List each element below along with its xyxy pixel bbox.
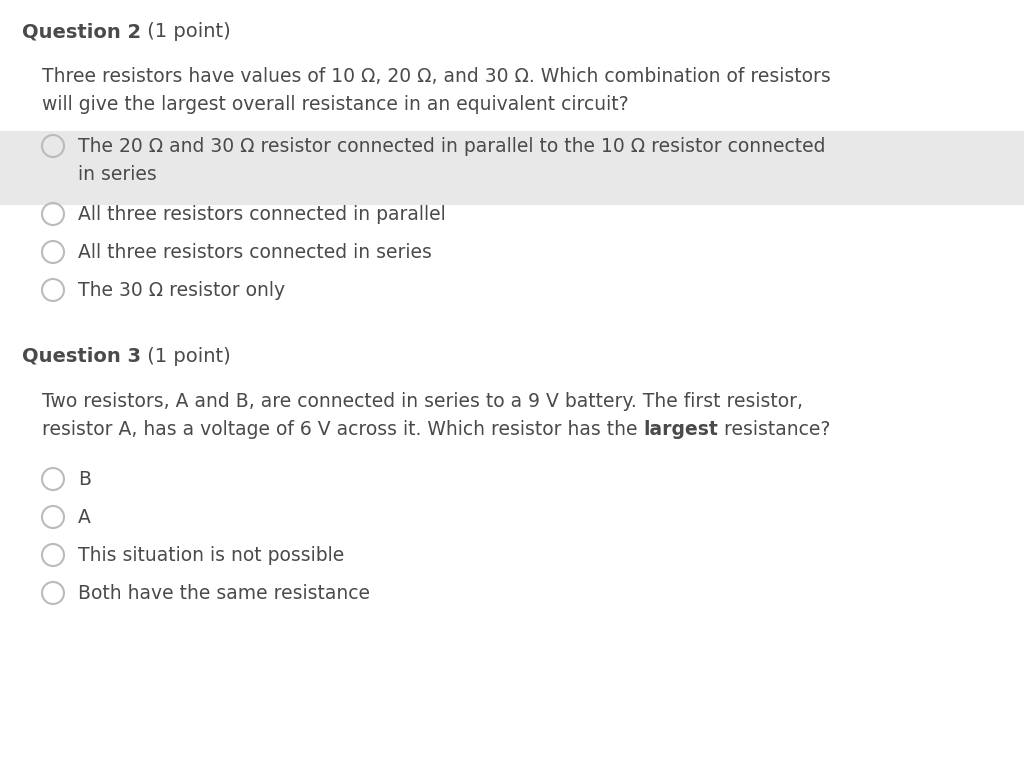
Text: Two resistors, A and B, are connected in series to a 9 V battery. The first resi: Two resistors, A and B, are connected in… xyxy=(42,392,803,411)
Text: Question 2: Question 2 xyxy=(22,22,141,41)
Text: (1 point): (1 point) xyxy=(141,22,230,41)
Text: resistance?: resistance? xyxy=(718,420,830,439)
Text: All three resistors connected in parallel: All three resistors connected in paralle… xyxy=(78,205,445,224)
Text: All three resistors connected in series: All three resistors connected in series xyxy=(78,243,432,262)
Text: (1 point): (1 point) xyxy=(141,347,230,366)
FancyBboxPatch shape xyxy=(0,131,1024,205)
Text: Question 3: Question 3 xyxy=(22,347,141,366)
Text: resistor A, has a voltage of 6 V across it. Which resistor has the: resistor A, has a voltage of 6 V across … xyxy=(42,420,643,439)
Text: in series: in series xyxy=(78,165,157,184)
Text: B: B xyxy=(78,470,91,489)
Text: This situation is not possible: This situation is not possible xyxy=(78,546,344,565)
Text: The 30 Ω resistor only: The 30 Ω resistor only xyxy=(78,281,285,300)
Text: will give the largest overall resistance in an equivalent circuit?: will give the largest overall resistance… xyxy=(42,95,629,114)
Text: largest: largest xyxy=(643,420,718,439)
Text: Both have the same resistance: Both have the same resistance xyxy=(78,584,370,603)
Text: Three resistors have values of 10 Ω, 20 Ω, and 30 Ω. Which combination of resist: Three resistors have values of 10 Ω, 20 … xyxy=(42,67,830,86)
Text: The 20 Ω and 30 Ω resistor connected in parallel to the 10 Ω resistor connected: The 20 Ω and 30 Ω resistor connected in … xyxy=(78,137,825,156)
Text: A: A xyxy=(78,508,91,527)
